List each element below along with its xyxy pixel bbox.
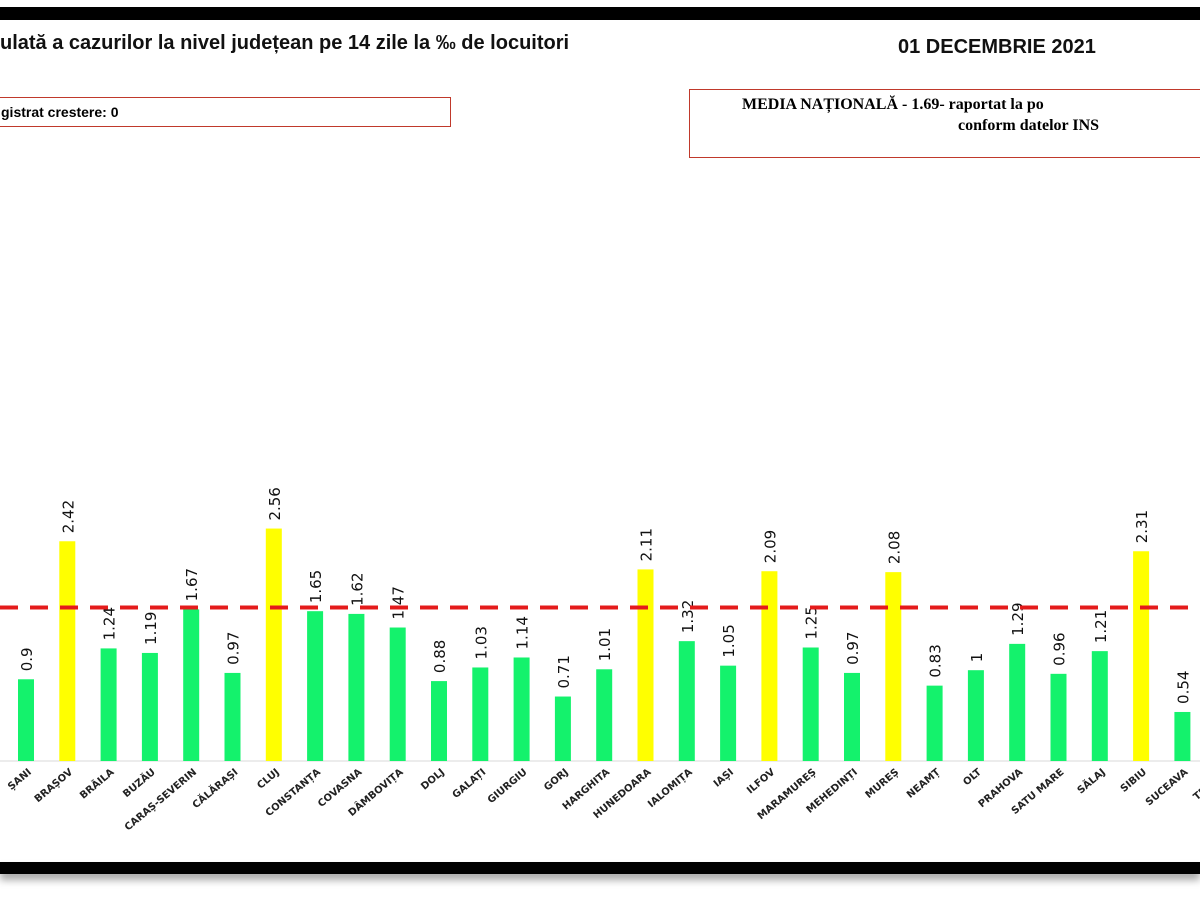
bar [678,641,695,761]
data-label: 1.24 [101,607,119,640]
bar [265,528,282,761]
category-label: IALOMIȚA [646,767,695,810]
category-label: ILFOV [745,767,777,797]
data-label: 2.31 [1133,510,1151,543]
bar [100,648,117,761]
category-label: GORJ [542,767,571,794]
bar [1050,673,1067,761]
bar [18,679,34,761]
data-label: 1 [968,653,986,663]
category-label: IAȘI [712,767,736,790]
frame-top-border [0,7,1200,20]
data-label: 1.47 [390,586,408,619]
bar [472,667,489,761]
bar [802,647,819,761]
data-label: 1.32 [679,600,697,633]
category-label: CĂLĂRAȘI [190,765,241,811]
bar [513,657,530,761]
increase-note-box: gistrat crestere: 0 [0,97,451,127]
bar [554,696,571,761]
data-label: 0.88 [431,640,449,673]
data-label: 1.19 [142,612,160,645]
data-label: 0.96 [1051,632,1069,665]
bar [761,571,778,761]
category-label: GALAȚI [451,767,489,801]
bar [1133,551,1150,761]
category-label: SĂLAJ [1074,765,1107,796]
category-label: DOLJ [419,767,447,793]
bar [1091,651,1108,761]
data-label: 2.08 [885,531,903,564]
chart-title: ulată a cazurilor la nivel județean pe 1… [0,32,570,54]
increase-note: gistrat crestere: 0 [1,104,119,120]
bar [967,670,984,761]
category-label: SUCEAVA [1144,767,1191,809]
category-label: OLT [961,767,984,788]
category-label: CLUJ [255,767,281,792]
data-label: 0.97 [225,632,243,665]
data-label: 1.25 [803,606,821,639]
bar [885,572,902,761]
category-label: GIURGIU [486,767,530,806]
data-label: 1.62 [348,572,366,605]
bar [141,652,158,761]
bar [224,672,241,761]
national-average-line1: MEDIA NAȚIONALĂ - 1.69- raportat la po [742,96,1044,113]
data-label: 2.42 [59,500,77,533]
data-label: 1.29 [1009,602,1027,635]
data-label: 1.67 [183,568,201,601]
data-label: 0.54 [1174,671,1192,704]
data-label: 0.9 [18,647,36,671]
data-label: 1.14 [514,616,532,649]
data-label: 0.97 [844,632,862,665]
bar [1009,643,1026,761]
bar [720,665,737,761]
bar [183,609,200,761]
data-label: 2.56 [266,487,284,520]
data-label: 1.65 [307,570,325,603]
bar [1174,711,1191,761]
category-label: MUREȘ [864,767,902,801]
data-label: 1.01 [596,628,614,661]
report-date: 01 DECEMBRIE 2021 [898,36,1096,58]
data-label: 0.71 [555,655,573,688]
data-label: 1.21 [1092,610,1110,643]
bar [348,613,365,761]
data-label: 0.83 [927,644,945,677]
frame-bottom-border [0,862,1200,874]
bar [926,685,943,761]
data-label: 2.09 [761,530,779,563]
bar [844,672,860,761]
national-average-line2: conform datelor INS [958,117,1100,134]
bar [637,569,654,761]
category-label: BRĂILA [77,765,117,801]
data-label: 1.05 [720,624,738,657]
data-label: 2.11 [638,528,656,561]
national-average-box: MEDIA NAȚIONALĂ - 1.69- raportat la po c… [689,89,1200,158]
bar [431,681,447,761]
bar [389,627,406,761]
bar [596,669,613,761]
category-label: ȘANI [6,767,34,793]
category-label: NEAMȚ [905,767,943,801]
bar [59,541,76,761]
category-label: TELEOR [1192,767,1200,803]
bar [307,611,324,761]
category-label: SIBIU [1119,767,1149,795]
data-label: 1.03 [472,626,490,659]
category-label: CARAȘ-SEVERIN [123,767,199,833]
category-label: BRAȘOV [33,767,76,805]
category-label: BUZĂU [120,765,158,800]
